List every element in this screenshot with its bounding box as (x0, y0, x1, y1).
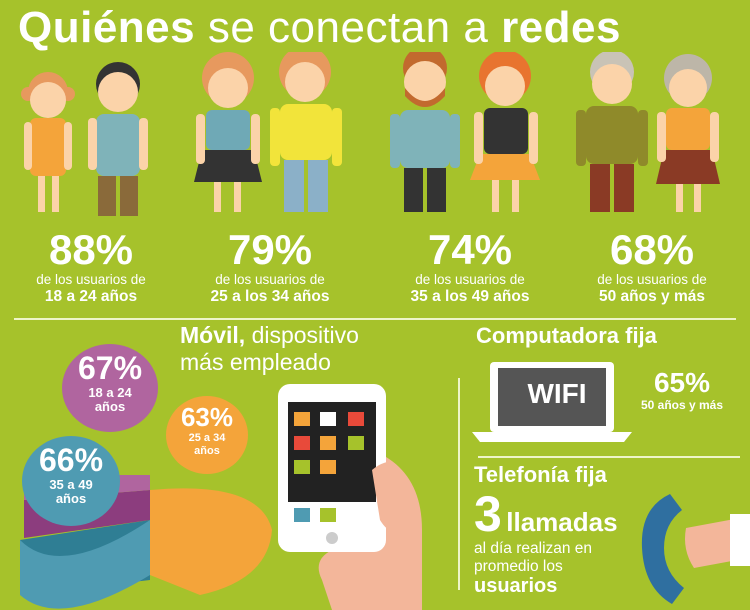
stat-35-49: 74% de los usuarios de 35 a los 49 años (380, 228, 560, 306)
computadora-percent: 65% (653, 367, 711, 398)
stat-label: de los usuarios de (36, 272, 146, 287)
computadora-label: 50 años y más (640, 398, 724, 412)
movil-title-line2: más empleado (180, 349, 331, 375)
stat-25-34: 79% de los usuarios de 25 a los 34 años (180, 228, 360, 306)
senior-couple-figure (576, 52, 720, 212)
telephone-handset-illustration (641, 494, 750, 604)
people-illustration (21, 52, 720, 216)
stat-50-plus: 68% de los usuarios de 50 años y más (562, 228, 742, 306)
telefonia-number: 3 (474, 486, 502, 542)
telefonia-line4: usuarios (474, 575, 558, 597)
telefonia-line3: promedio los (474, 558, 563, 575)
stat-percent: 79% (227, 226, 313, 273)
telefonia-word: llamadas (506, 507, 618, 537)
bubble-18-24: 67% 18 a 24 años (62, 344, 158, 432)
laptop-illustration (472, 362, 632, 442)
middle-age-couple-figure (390, 52, 540, 212)
stat-label: de los usuarios de (597, 272, 707, 287)
young-couple-figure (21, 62, 148, 216)
bubble-line2: años (194, 445, 220, 457)
bubble-line1: 25 a 34 (188, 432, 226, 444)
title-bold-1: Quiénes (18, 3, 196, 52)
bubble-line1: 18 a 24 (88, 385, 132, 400)
bubble-line2: años (94, 399, 126, 414)
stat-age: 50 años y más (599, 288, 705, 305)
section-divider (14, 318, 736, 320)
stat-18-24: 88% de los usuarios de 18 a 24 años (1, 228, 181, 306)
telefonia-description: al día realizan en promedio los usuarios (474, 540, 592, 596)
pie-slice-35-49 (20, 520, 150, 609)
telefonia-callout: 3 llamadas (474, 488, 618, 540)
bubble-line1: 35 a 49 (49, 477, 93, 492)
movil-title-bold: Móvil, (180, 322, 246, 348)
smartphone-illustration (278, 384, 422, 610)
computadora-stat: 65% 50 años y más (622, 367, 742, 413)
title-normal: se conectan a (207, 3, 489, 52)
computadora-title: Computadora fija (476, 323, 657, 348)
stat-age: 25 a los 34 años (210, 288, 330, 305)
title-bold-2: redes (501, 3, 621, 52)
adult-couple-figure (194, 52, 342, 212)
bubble-percent: 66% (38, 442, 104, 478)
bubble-line2: años (55, 491, 87, 506)
pie-slice-25-34 (150, 488, 272, 595)
vertical-divider (458, 378, 460, 590)
stat-percent: 68% (609, 226, 695, 273)
movil-heading: Móvil, dispositivo más empleado (180, 322, 359, 376)
telefonia-title: Telefonía fija (474, 462, 607, 487)
page-title: Quiénes se conectan a redes (18, 2, 621, 54)
laptop-screen-text: WIFI (527, 378, 587, 409)
bubble-35-49: 66% 35 a 49 años (22, 436, 120, 526)
bubble-percent: 67% (77, 350, 143, 386)
section-divider-2 (478, 456, 740, 458)
bubble-percent: 63% (180, 402, 234, 432)
movil-title-rest: dispositivo (251, 322, 359, 348)
stat-age: 18 a 24 años (44, 288, 138, 305)
telefonia-line2: al día realizan en (474, 540, 593, 557)
stat-label: de los usuarios de (415, 272, 525, 287)
bubble-25-34: 63% 25 a 34 años (166, 396, 248, 474)
stat-percent: 88% (48, 226, 134, 273)
stat-label: de los usuarios de (215, 272, 325, 287)
stat-age: 35 a los 49 años (410, 288, 530, 305)
stat-percent: 74% (427, 226, 513, 273)
